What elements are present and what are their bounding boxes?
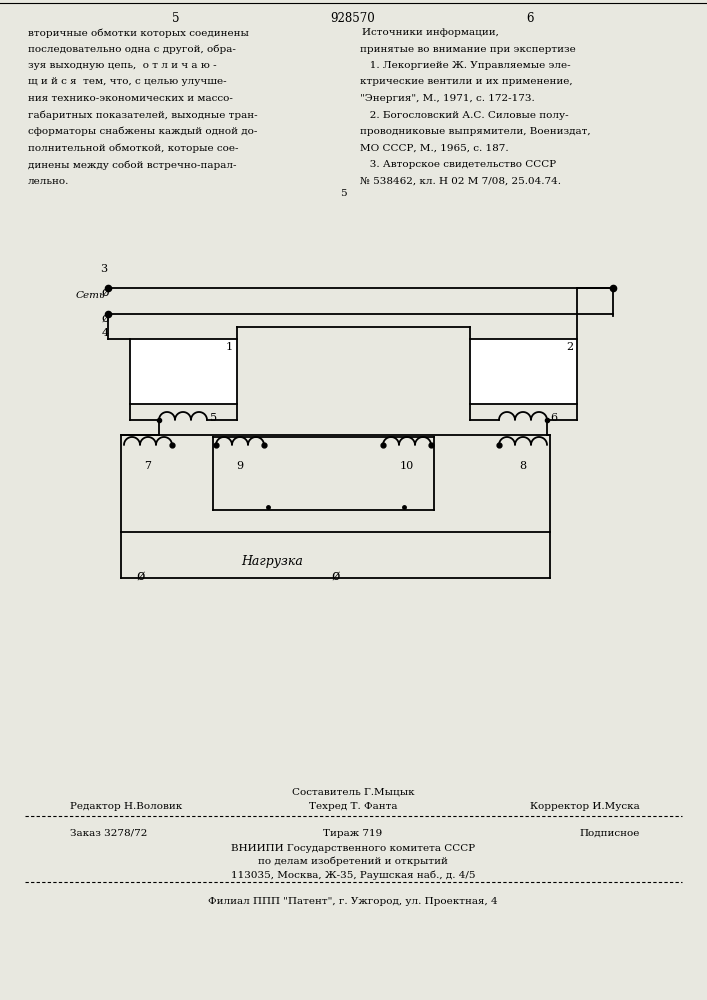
- Text: 928570: 928570: [331, 12, 375, 25]
- Text: габаритных показателей, выходные тран-: габаритных показателей, выходные тран-: [28, 110, 257, 120]
- Text: ø: ø: [137, 569, 145, 583]
- Text: сформаторы снабжены каждый одной до-: сформаторы снабжены каждый одной до-: [28, 127, 257, 136]
- Text: Техред Т. Фанта: Техред Т. Фанта: [309, 802, 397, 811]
- Text: щ и й с я  тем, что, с целью улучше-: щ и й с я тем, что, с целью улучше-: [28, 78, 227, 87]
- Text: проводниковые выпрямители, Воениздат,: проводниковые выпрямители, Воениздат,: [360, 127, 590, 136]
- Text: Заказ 3278/72: Заказ 3278/72: [70, 829, 147, 838]
- Text: по делам изобретений и открытий: по делам изобретений и открытий: [258, 857, 448, 866]
- Text: 9: 9: [236, 461, 244, 471]
- Text: 1. Лекоргиейе Ж. Управляемые эле-: 1. Лекоргиейе Ж. Управляемые эле-: [360, 61, 571, 70]
- Text: МО СССР, М., 1965, с. 187.: МО СССР, М., 1965, с. 187.: [360, 143, 508, 152]
- Text: Редактор Н.Воловик: Редактор Н.Воловик: [70, 802, 182, 811]
- Text: Сеть: Сеть: [75, 291, 105, 300]
- Text: Корректор И.Муска: Корректор И.Муска: [530, 802, 640, 811]
- Text: 2: 2: [566, 342, 573, 352]
- Text: 3: 3: [100, 264, 107, 274]
- Text: ø: ø: [101, 312, 109, 325]
- Text: 2. Богословский А.С. Силовые полу-: 2. Богословский А.С. Силовые полу-: [360, 110, 568, 119]
- Text: динены между собой встречно-парал-: динены между собой встречно-парал-: [28, 160, 237, 169]
- Text: Подписное: Подписное: [580, 829, 640, 838]
- Text: "Энергия", М., 1971, с. 172-173.: "Энергия", М., 1971, с. 172-173.: [360, 94, 534, 103]
- Text: 1: 1: [226, 342, 233, 352]
- Text: № 538462, кл. Н 02 М 7/08, 25.04.74.: № 538462, кл. Н 02 М 7/08, 25.04.74.: [360, 176, 561, 186]
- Text: 113035, Москва, Ж-35, Раушская наб., д. 4/5: 113035, Москва, Ж-35, Раушская наб., д. …: [230, 870, 475, 880]
- Text: 5: 5: [339, 190, 346, 198]
- Text: 10: 10: [400, 461, 414, 471]
- Text: 7: 7: [144, 461, 151, 471]
- Text: 3. Авторское свидетельство СССР: 3. Авторское свидетельство СССР: [360, 160, 556, 169]
- Text: ктрические вентили и их применение,: ктрические вентили и их применение,: [360, 78, 573, 87]
- Text: вторичные обмотки которых соединены: вторичные обмотки которых соединены: [28, 28, 249, 37]
- Text: 8: 8: [520, 461, 527, 471]
- Text: 6: 6: [550, 413, 557, 423]
- Text: Нагрузка: Нагрузка: [241, 555, 303, 568]
- Bar: [470, 339, 577, 404]
- Text: 4: 4: [101, 328, 109, 338]
- Text: Источники информации,: Источники информации,: [361, 28, 498, 37]
- Text: полнительной обмоткой, которые сое-: полнительной обмоткой, которые сое-: [28, 143, 238, 153]
- Text: принятые во внимание при экспертизе: принятые во внимание при экспертизе: [360, 44, 575, 53]
- Text: Составитель Г.Мыцык: Составитель Г.Мыцык: [292, 787, 414, 796]
- Text: 6: 6: [526, 12, 534, 25]
- Text: ВНИИПИ Государственного комитета СССР: ВНИИПИ Государственного комитета СССР: [231, 844, 475, 853]
- Text: ния технико-экономических и массо-: ния технико-экономических и массо-: [28, 94, 233, 103]
- Text: 5: 5: [210, 413, 217, 423]
- Text: лельно.: лельно.: [28, 176, 69, 186]
- Text: 5: 5: [173, 12, 180, 25]
- Text: последовательно одна с другой, обра-: последовательно одна с другой, обра-: [28, 44, 236, 54]
- Text: Филиал ППП "Патент", г. Ужгород, ул. Проектная, 4: Филиал ППП "Патент", г. Ужгород, ул. Про…: [208, 897, 498, 906]
- Text: ø: ø: [332, 569, 340, 583]
- Bar: [130, 339, 237, 404]
- Text: зуя выходную цепь,  о т л и ч а ю -: зуя выходную цепь, о т л и ч а ю -: [28, 61, 216, 70]
- Text: Тираж 719: Тираж 719: [323, 829, 382, 838]
- Text: ø: ø: [101, 286, 109, 299]
